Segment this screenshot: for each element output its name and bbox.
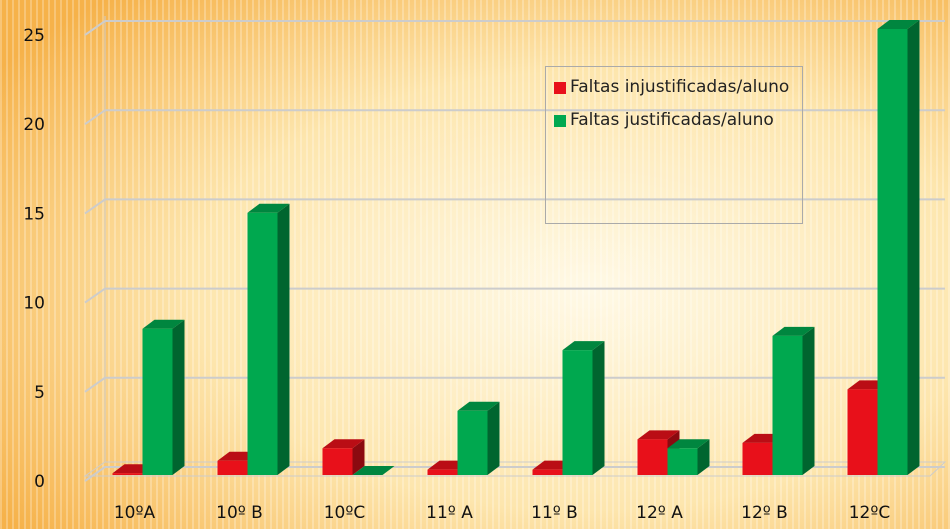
grid-line (84, 376, 945, 393)
bar-front (217, 460, 248, 475)
x-tick-label: 12º A (636, 503, 683, 523)
bar-front (562, 350, 593, 475)
bar-top (352, 466, 395, 475)
bar-top (562, 341, 605, 351)
bar-top (142, 319, 185, 329)
bar-front (142, 328, 173, 475)
bar-top (667, 439, 710, 449)
bar-front (322, 448, 353, 475)
x-tick-label: 12ºC (849, 503, 891, 523)
bar-side (352, 439, 365, 475)
bar (247, 203, 290, 475)
y-tick-label: 10 (23, 294, 45, 314)
x-tick-label: 12º B (741, 503, 788, 523)
bar-front (667, 448, 698, 475)
legend-item: Faltas justificadas/aluno (554, 110, 794, 131)
x-tick-label: 11º B (531, 503, 578, 523)
bar-side (907, 20, 920, 475)
bar-front (427, 469, 458, 475)
bar (322, 439, 365, 475)
grid-line (84, 287, 945, 304)
bar-front (847, 389, 878, 475)
x-tick-label: 10ºC (324, 503, 366, 523)
bar (877, 20, 920, 475)
y-tick-label: 0 (34, 472, 45, 492)
legend-label: Faltas justificadas/aluno (570, 110, 774, 130)
grid-line (84, 109, 945, 126)
bar (667, 439, 710, 475)
x-tick-label: 11º A (426, 503, 473, 523)
bar-front (742, 442, 773, 475)
bar (142, 319, 185, 475)
bar-side (592, 341, 605, 475)
y-tick-label: 5 (34, 383, 45, 403)
y-tick-label: 25 (23, 26, 45, 46)
legend-swatch (554, 82, 566, 94)
bar-top (457, 401, 500, 411)
grid-line (84, 198, 945, 215)
bar-front (112, 473, 143, 475)
bar-top (637, 430, 680, 440)
bar (352, 466, 395, 475)
legend-swatch (554, 115, 566, 127)
legend-item: Faltas injustificadas/aluno (554, 77, 794, 98)
bar (457, 401, 500, 475)
x-tick-label: 10ºA (114, 503, 156, 523)
bar-top (877, 20, 920, 29)
bar-front (247, 212, 278, 475)
bar-side (277, 203, 290, 475)
bar (772, 326, 815, 475)
bar-top (322, 439, 365, 449)
legend: Faltas injustificadas/aluno Faltas justif… (545, 66, 803, 224)
bar-top (247, 203, 290, 213)
bar-front (877, 29, 908, 475)
bar-side (697, 439, 710, 475)
bar-front (457, 410, 488, 475)
bar (562, 341, 605, 475)
bar-side (802, 326, 815, 475)
floor (83, 461, 947, 477)
bar-front (532, 469, 563, 475)
y-tick-label: 15 (23, 204, 45, 224)
bar-side (487, 401, 500, 475)
grid-line (84, 20, 945, 36)
bar-side (172, 319, 185, 475)
legend-label: Faltas injustificadas/aluno (570, 77, 790, 97)
bar-front (637, 439, 668, 475)
bar-top (772, 326, 815, 336)
y-tick-label: 20 (23, 115, 45, 135)
x-tick-label: 10º B (216, 503, 263, 523)
bar-front (772, 335, 803, 475)
